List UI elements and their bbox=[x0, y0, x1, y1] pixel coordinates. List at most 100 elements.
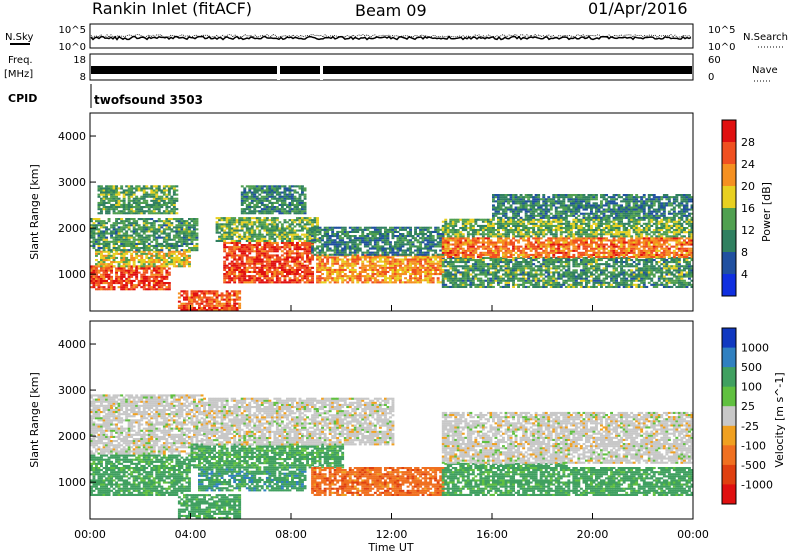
power-cell bbox=[366, 279, 370, 282]
power-cell bbox=[265, 187, 269, 190]
power-cell bbox=[585, 283, 588, 286]
power-cell bbox=[439, 264, 443, 267]
power-cell bbox=[612, 275, 616, 278]
power-cell bbox=[471, 275, 475, 278]
power-cell bbox=[371, 281, 375, 284]
power-cell bbox=[150, 288, 154, 291]
power-cell bbox=[100, 187, 103, 190]
power-cell bbox=[218, 237, 222, 240]
power-cell bbox=[228, 306, 232, 309]
power-cell bbox=[268, 244, 272, 247]
power-cell bbox=[283, 244, 287, 247]
power-cell bbox=[275, 210, 279, 213]
power-cell bbox=[203, 304, 207, 307]
power-cell bbox=[439, 262, 443, 265]
power-cell bbox=[255, 241, 259, 244]
power-cell bbox=[193, 218, 196, 221]
power-cell bbox=[140, 275, 144, 278]
power-cell bbox=[193, 290, 196, 293]
power-cell bbox=[170, 187, 174, 190]
power-cell bbox=[306, 237, 310, 240]
power-cell bbox=[142, 277, 146, 280]
power-cell bbox=[569, 273, 573, 276]
power-cell bbox=[416, 235, 420, 238]
power-cell bbox=[391, 245, 395, 248]
power-cell bbox=[509, 261, 513, 264]
power-cell bbox=[175, 236, 179, 239]
power-cell bbox=[275, 235, 279, 238]
power-cell bbox=[655, 267, 659, 270]
power-cell bbox=[105, 254, 109, 257]
power-cell bbox=[280, 262, 284, 265]
power-cell bbox=[564, 265, 568, 268]
power-cell bbox=[127, 228, 131, 231]
power-cell bbox=[361, 270, 365, 273]
power-cell bbox=[298, 244, 302, 247]
power-cell bbox=[358, 247, 362, 250]
power-cell bbox=[384, 253, 387, 256]
power-cell bbox=[356, 279, 360, 282]
power-cell bbox=[92, 240, 96, 243]
power-cell bbox=[404, 258, 408, 261]
power-cell bbox=[376, 268, 380, 271]
power-cell bbox=[223, 256, 227, 259]
power-cell bbox=[115, 187, 119, 190]
power-cell bbox=[343, 262, 347, 265]
power-cell bbox=[291, 250, 294, 253]
power-cell bbox=[110, 271, 114, 274]
power-cell bbox=[265, 273, 269, 276]
power-cell bbox=[331, 262, 335, 265]
power-cell bbox=[396, 241, 400, 244]
power-cell bbox=[507, 277, 511, 280]
power-cell bbox=[240, 210, 244, 213]
power-cell bbox=[542, 273, 546, 276]
power-cell bbox=[140, 256, 144, 259]
power-cell bbox=[167, 252, 171, 255]
power-cell bbox=[203, 308, 207, 311]
power-cell bbox=[172, 210, 176, 213]
power-cell bbox=[389, 264, 392, 267]
power-cell bbox=[165, 201, 169, 204]
power-cell bbox=[316, 221, 320, 224]
power-cell bbox=[268, 277, 272, 280]
power-cell bbox=[190, 224, 194, 227]
power-cell bbox=[215, 223, 219, 226]
power-cell bbox=[270, 223, 274, 226]
power-cell bbox=[308, 235, 312, 238]
power-cell bbox=[509, 279, 513, 282]
power-cell bbox=[177, 261, 181, 264]
power-cell bbox=[286, 270, 289, 273]
power-cell bbox=[90, 275, 93, 278]
power-cell bbox=[384, 230, 387, 233]
power-cell bbox=[248, 223, 252, 226]
power-cell bbox=[185, 226, 189, 229]
power-cell bbox=[165, 212, 169, 215]
power-cell bbox=[617, 273, 621, 276]
power-cell bbox=[519, 271, 523, 274]
power-cell bbox=[145, 185, 149, 188]
power-cell bbox=[215, 217, 219, 220]
power-cell bbox=[112, 240, 116, 243]
power-cell bbox=[331, 243, 335, 246]
power-cell bbox=[464, 267, 468, 270]
power-cell bbox=[288, 246, 292, 249]
power-cell bbox=[120, 199, 124, 202]
power-cell bbox=[625, 277, 629, 280]
power-cell bbox=[346, 262, 350, 265]
power-cell bbox=[456, 283, 460, 286]
power-cell bbox=[218, 219, 222, 222]
power-cell bbox=[275, 189, 279, 192]
power-cell bbox=[366, 253, 370, 256]
power-cell bbox=[582, 265, 586, 268]
power-cell bbox=[391, 237, 395, 240]
power-cell bbox=[175, 197, 179, 200]
power-cell bbox=[585, 285, 588, 288]
power-cell bbox=[296, 248, 299, 251]
power-cell bbox=[469, 259, 473, 262]
power-cell bbox=[243, 219, 247, 222]
power-cell bbox=[449, 267, 453, 270]
power-cell bbox=[280, 210, 284, 213]
power-cell bbox=[142, 232, 146, 235]
power-cell bbox=[318, 230, 322, 233]
power-cell bbox=[190, 302, 194, 305]
